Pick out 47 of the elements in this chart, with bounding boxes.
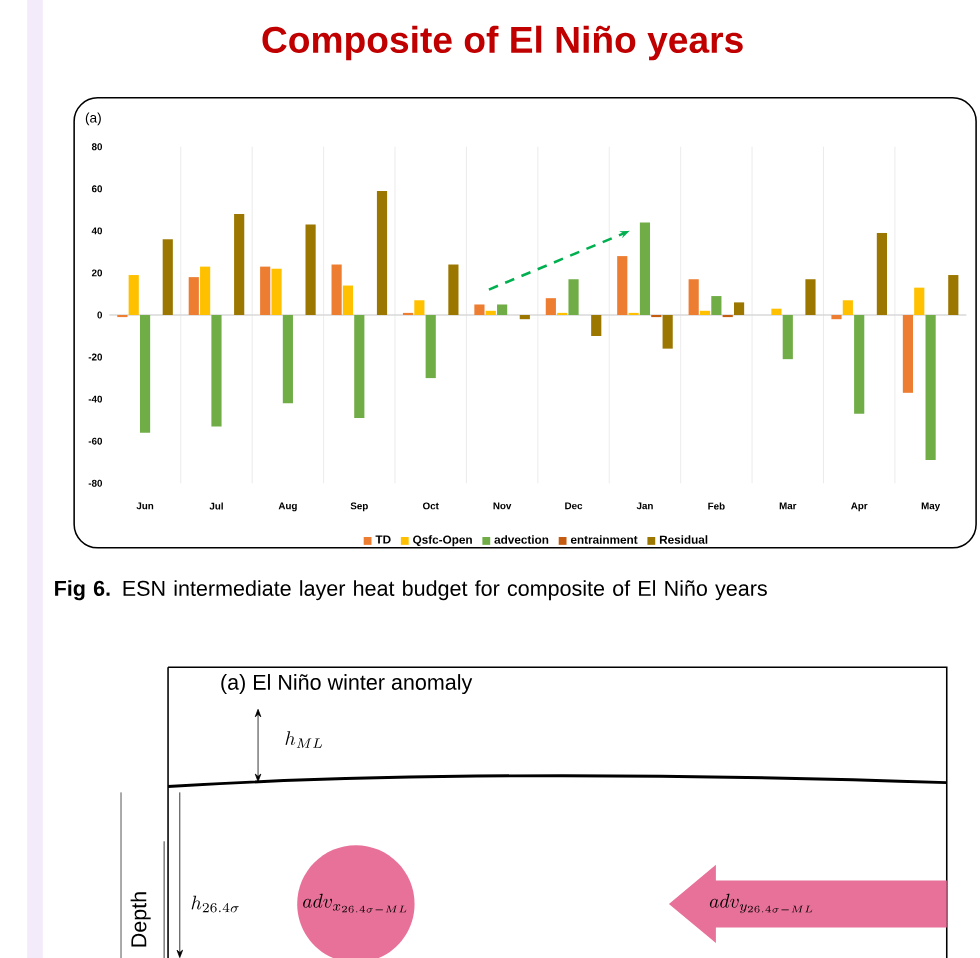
bar	[876, 232, 887, 315]
bar	[948, 274, 959, 315]
bar	[448, 264, 459, 315]
bar	[854, 314, 865, 414]
bar	[200, 266, 211, 315]
bar	[711, 295, 722, 315]
bar	[282, 314, 293, 403]
bar	[354, 314, 365, 418]
bar	[234, 213, 245, 315]
bar	[902, 314, 913, 393]
bar	[842, 299, 853, 315]
bar	[139, 314, 151, 433]
bar	[771, 308, 782, 315]
bar	[639, 222, 651, 315]
bar	[733, 302, 745, 315]
bar	[271, 268, 282, 315]
bar	[662, 314, 673, 349]
bar	[128, 274, 139, 315]
bar	[545, 297, 556, 315]
text: $h_{26.4\sigma}$	[191, 895, 239, 913]
bar	[331, 264, 342, 315]
bar	[188, 276, 199, 315]
bar	[211, 314, 222, 427]
text: Depth	[130, 891, 151, 947]
bar	[474, 304, 485, 315]
bar	[497, 304, 508, 315]
bar	[568, 278, 579, 315]
text: $h_{ML}$	[285, 730, 323, 748]
text: $adv_{x_{26.4\sigma-ML}}$	[303, 893, 407, 913]
bar	[305, 224, 316, 315]
bar	[414, 299, 425, 315]
bar	[805, 278, 816, 315]
bar	[376, 190, 388, 315]
text: Fig 6. ESN intermediate layer heat budget for composite of El Niño years	[55, 579, 767, 600]
bar	[914, 287, 925, 315]
bar	[782, 314, 793, 359]
bar	[617, 255, 628, 315]
bar	[342, 285, 354, 315]
bar	[162, 238, 173, 315]
text: $adv_{y_{26.4\sigma-ML}}$	[709, 893, 813, 913]
bar	[688, 278, 699, 315]
text: (a) El Niño winter anomaly	[221, 673, 473, 694]
bar	[425, 314, 436, 378]
bar	[260, 266, 271, 315]
chart-title: Composite of El Niño years	[262, 25, 743, 60]
bar	[925, 314, 936, 460]
bar	[591, 314, 602, 336]
